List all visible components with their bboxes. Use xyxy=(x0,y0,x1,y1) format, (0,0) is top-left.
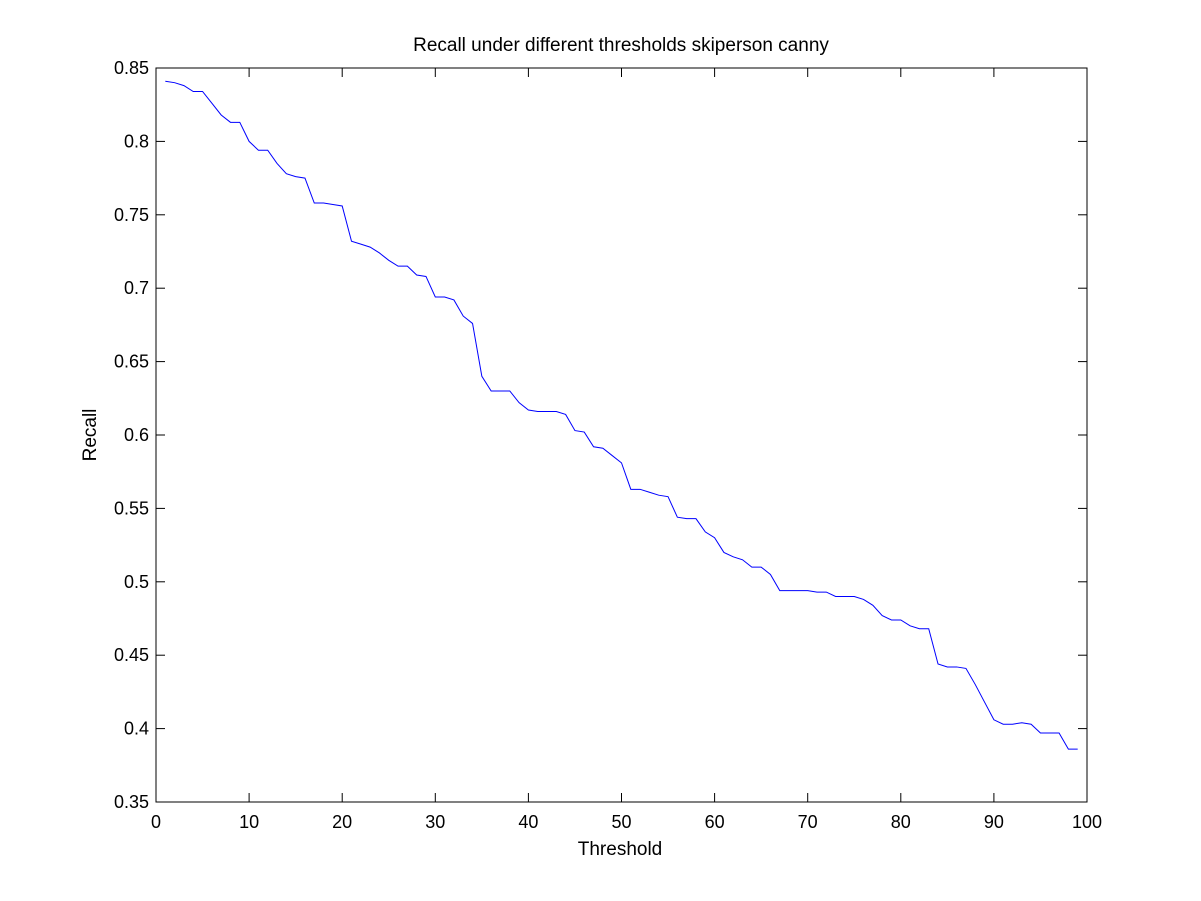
series-layer xyxy=(165,80,1078,750)
plot-area-frame xyxy=(155,67,1088,803)
x-tick-label: 10 xyxy=(239,812,259,832)
x-tick-label: 30 xyxy=(425,812,445,832)
x-tick-label: 0 xyxy=(151,812,161,832)
y-tick-label: 0.4 xyxy=(124,719,149,739)
y-tick-label: 0.35 xyxy=(114,792,149,812)
x-tick-label: 80 xyxy=(891,812,911,832)
chart-title: Recall under different thresholds skiper… xyxy=(413,35,829,56)
y-tick-label: 0.75 xyxy=(114,205,149,225)
x-tick-label: 100 xyxy=(1072,812,1102,832)
y-tick-label: 0.7 xyxy=(124,278,149,298)
x-tick-label: 20 xyxy=(332,812,352,832)
y-tick-label: 0.6 xyxy=(124,425,149,445)
y-tick-label: 0.45 xyxy=(114,645,149,665)
x-axis-label: Threshold xyxy=(578,839,663,860)
x-tick-label: 90 xyxy=(984,812,1004,832)
x-tick-label: 50 xyxy=(611,812,631,832)
recall-series-line xyxy=(165,80,1078,750)
y-axis-label: Recall xyxy=(80,409,101,462)
y-tick-label: 0.8 xyxy=(124,131,149,151)
x-tick-label: 60 xyxy=(705,812,725,832)
x-tick-label: 70 xyxy=(798,812,818,832)
y-tick-label: 0.55 xyxy=(114,498,149,518)
x-tick-label: 40 xyxy=(518,812,538,832)
x-axis-ticks: 0 10 20 30 40 50 60 70 80 90 100 xyxy=(151,68,1102,832)
y-tick-label: 0.5 xyxy=(124,572,149,592)
y-tick-label: 0.65 xyxy=(114,352,149,372)
y-axis-ticks: 0.35 0.4 0.45 0.5 0.55 0.6 0.65 0.7 0.75 0.8 0.85 xyxy=(114,58,1087,812)
y-tick-label: 0.85 xyxy=(114,58,149,78)
